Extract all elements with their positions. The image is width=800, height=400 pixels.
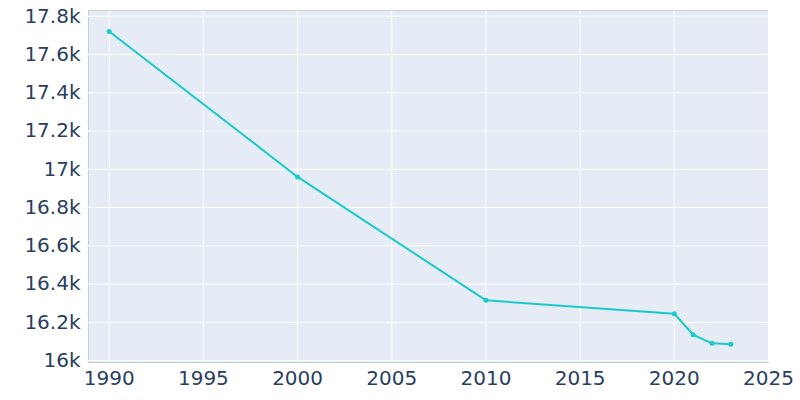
svg-text:2010: 2010 bbox=[460, 366, 511, 390]
svg-text:2005: 2005 bbox=[366, 366, 417, 390]
svg-text:16.8k: 16.8k bbox=[24, 195, 81, 219]
svg-text:16.4k: 16.4k bbox=[24, 271, 81, 295]
svg-text:16k: 16k bbox=[43, 348, 80, 372]
svg-text:16.2k: 16.2k bbox=[24, 310, 81, 334]
svg-text:17.2k: 17.2k bbox=[24, 118, 81, 142]
svg-text:2025: 2025 bbox=[743, 366, 794, 390]
svg-text:16.6k: 16.6k bbox=[24, 233, 81, 257]
svg-text:17.8k: 17.8k bbox=[24, 4, 81, 28]
svg-text:17.4k: 17.4k bbox=[24, 80, 81, 104]
svg-text:2000: 2000 bbox=[272, 366, 323, 390]
svg-text:17k: 17k bbox=[43, 157, 80, 181]
svg-text:17.6k: 17.6k bbox=[24, 42, 81, 66]
svg-text:2020: 2020 bbox=[649, 366, 700, 390]
svg-text:1990: 1990 bbox=[84, 366, 135, 390]
svg-text:2015: 2015 bbox=[555, 366, 606, 390]
svg-text:1995: 1995 bbox=[178, 366, 229, 390]
